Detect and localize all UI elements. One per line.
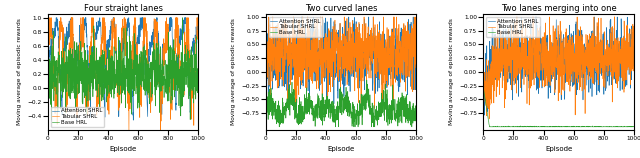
X-axis label: Episode: Episode [109,146,137,152]
X-axis label: Episode: Episode [545,146,572,152]
Legend: Attention SHRL, Tabular SHRL, Base HRL: Attention SHRL, Tabular SHRL, Base HRL [486,17,540,37]
Title: Four straight lanes: Four straight lanes [84,4,163,13]
X-axis label: Episode: Episode [327,146,355,152]
Y-axis label: Moving average of episodic rewards: Moving average of episodic rewards [17,18,22,125]
Title: Two lanes merging into one: Two lanes merging into one [500,4,616,13]
Y-axis label: Moving average of episodic rewards: Moving average of episodic rewards [231,18,236,125]
Y-axis label: Moving average of episodic rewards: Moving average of episodic rewards [449,18,454,125]
Title: Two curved lanes: Two curved lanes [305,4,377,13]
Legend: Attention SHRL, Tabular SHRL, Base HRL: Attention SHRL, Tabular SHRL, Base HRL [51,107,104,127]
Legend: Attention SHRL, Tabular SHRL, Base HRL: Attention SHRL, Tabular SHRL, Base HRL [269,17,322,37]
